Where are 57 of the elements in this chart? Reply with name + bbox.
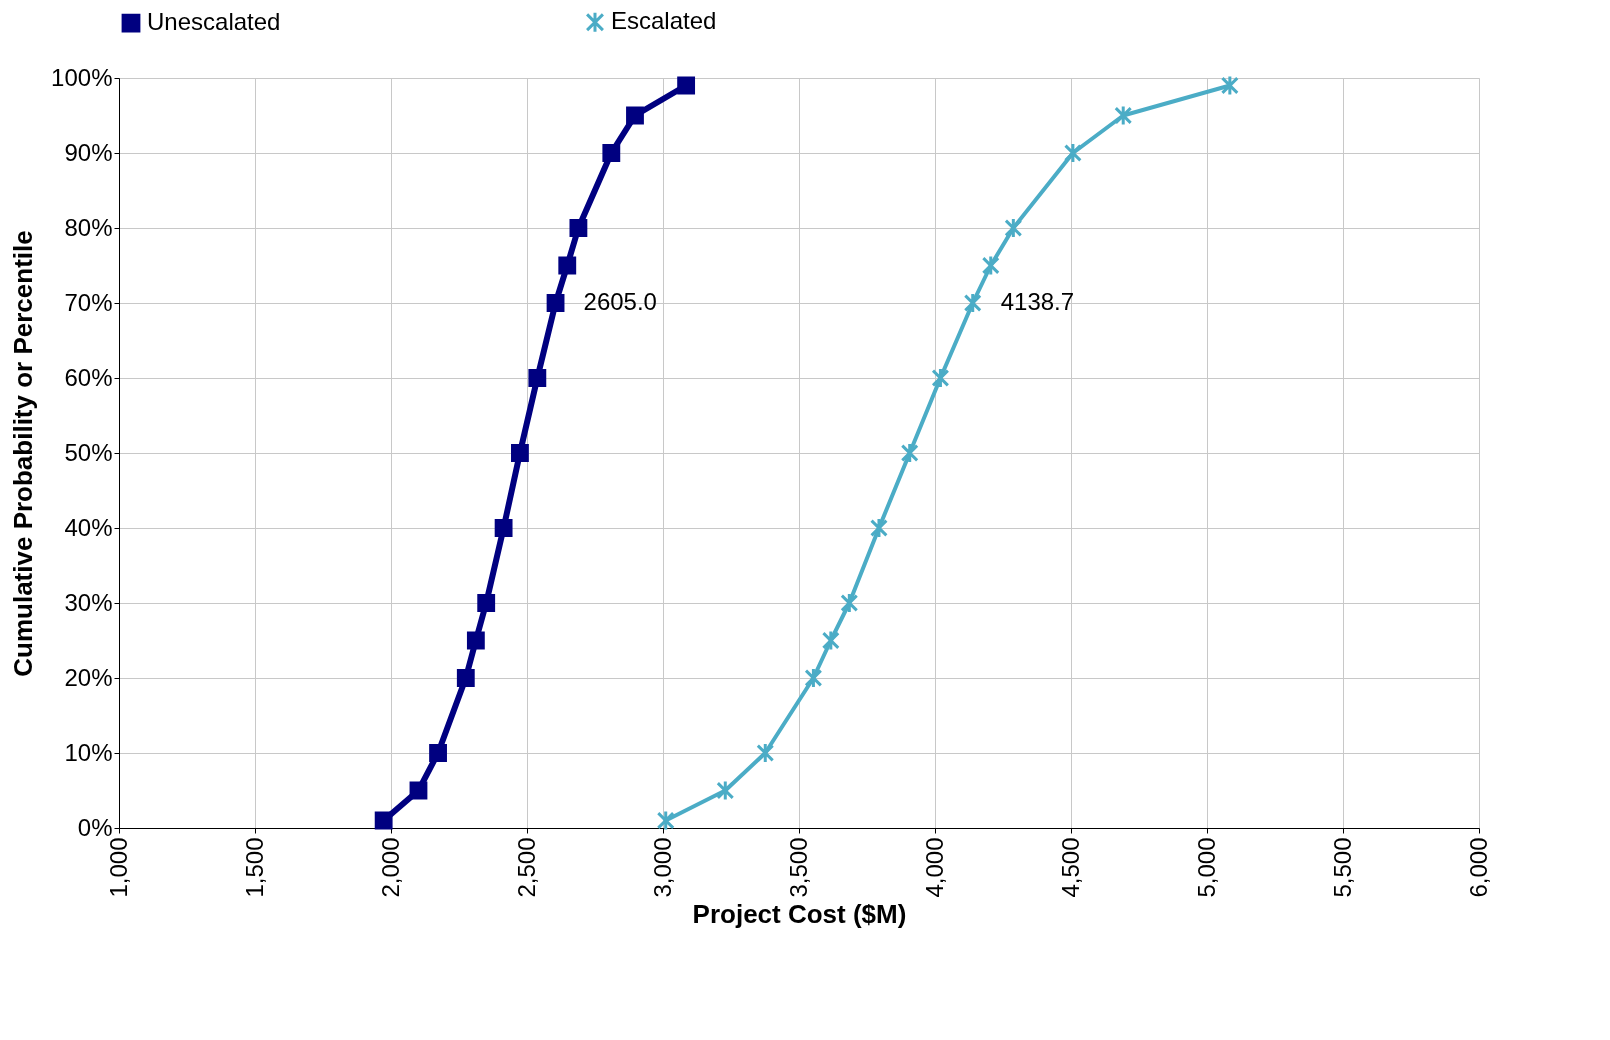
y-tick-label: 50% [64, 438, 113, 466]
point [374, 811, 393, 830]
point [981, 255, 1000, 276]
point [804, 667, 823, 689]
y-tick-label: 60% [64, 363, 113, 391]
x-axis-title: Project Cost ($M) [692, 898, 907, 929]
point [756, 742, 775, 764]
y-tick-label: 90% [64, 138, 113, 166]
point [466, 631, 485, 650]
y-tick-label: 30% [64, 588, 113, 616]
y-tick-label: 70% [64, 288, 113, 316]
point [494, 519, 513, 537]
x-tick-label: 5,500 [1328, 837, 1356, 898]
y-axis-title: Cumulative Probability or Percentile [8, 230, 39, 677]
point [677, 76, 696, 95]
legend-label: Escalated [611, 7, 717, 35]
legend-label: Unescalated [147, 8, 281, 36]
point [409, 781, 428, 800]
point [1114, 105, 1133, 126]
point [716, 780, 735, 801]
x-tick-label: 2,500 [512, 837, 540, 898]
x-tick-label: 1,500 [240, 837, 268, 898]
y-tick-label: 40% [64, 513, 113, 541]
point [656, 810, 675, 831]
point [870, 517, 888, 539]
y-tick-label: 100% [51, 63, 113, 91]
point [626, 106, 644, 125]
x-tick-label: 3,500 [784, 837, 812, 898]
point [558, 256, 577, 275]
point [528, 369, 547, 387]
y-tick-label: 20% [64, 663, 113, 691]
point [456, 669, 475, 687]
x-tick-label: 1,000 [104, 837, 132, 898]
point [477, 594, 496, 612]
point [963, 292, 982, 314]
x-tick-label: 6,000 [1464, 837, 1492, 898]
x-tick-label: 5,000 [1192, 837, 1220, 898]
x-tick-label: 2,000 [376, 837, 404, 898]
point [1063, 142, 1082, 164]
point [900, 442, 919, 464]
x-tick-label: 3,000 [648, 837, 676, 898]
x-tick-label: 4,000 [920, 837, 948, 898]
point [546, 294, 565, 312]
point [429, 744, 447, 762]
point [840, 592, 859, 614]
point [511, 444, 529, 462]
y-tick-label: 80% [64, 213, 113, 241]
point [569, 219, 588, 237]
point [602, 144, 621, 162]
point [1220, 75, 1239, 96]
point [821, 630, 840, 651]
x-tick-label: 4,500 [1056, 837, 1084, 898]
annotation: 4138.7 [1000, 288, 1075, 315]
point [1004, 217, 1023, 239]
point [931, 367, 950, 389]
y-tick-label: 10% [64, 738, 113, 766]
annotation: 2605.0 [583, 288, 657, 315]
